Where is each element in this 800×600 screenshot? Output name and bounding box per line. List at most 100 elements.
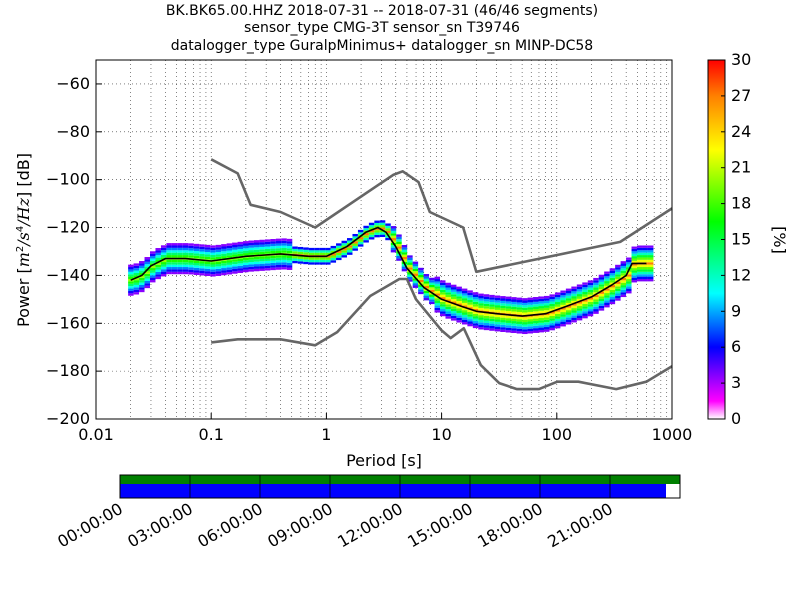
heatmap-cell <box>571 312 577 316</box>
heatmap-cell <box>429 294 435 297</box>
heatmap-cell <box>248 262 254 265</box>
heatmap-cell <box>412 266 419 269</box>
heatmap-cell <box>434 279 441 282</box>
colorbar-tick-label: 24 <box>731 122 751 141</box>
heatmap-cell <box>565 288 572 291</box>
heatmap-cell <box>440 297 446 300</box>
heatmap-cell <box>352 248 358 251</box>
heatmap-cell <box>215 244 222 248</box>
heatmap-cell <box>286 255 293 258</box>
heatmap-cell <box>483 299 490 302</box>
heatmap-cell <box>522 326 528 330</box>
heatmap-cell <box>445 289 451 293</box>
heatmap-cell <box>554 318 561 322</box>
heatmap-cell <box>341 243 347 246</box>
heatmap-cell <box>363 232 369 236</box>
heatmap-cell <box>626 279 632 282</box>
heatmap-cell <box>582 315 588 319</box>
heatmap-cell <box>160 259 167 263</box>
heatmap-cell <box>401 254 408 257</box>
heatmap-cell <box>221 268 227 271</box>
heatmap-cell <box>281 240 287 244</box>
heatmap-cell <box>642 264 648 268</box>
heatmap-cell <box>489 309 495 312</box>
heatmap-cell <box>620 289 627 293</box>
heatmap-cell <box>461 290 468 294</box>
heatmap-cell <box>133 268 140 271</box>
heatmap-cell <box>604 273 610 277</box>
heatmap-cell <box>188 255 194 258</box>
heatmap-cell <box>587 306 594 310</box>
heatmap-cell <box>204 273 211 276</box>
heatmap-cell <box>609 285 616 288</box>
heatmap-cell <box>598 281 605 285</box>
heatmap-cell <box>286 248 293 251</box>
heatmap-cell <box>379 220 386 223</box>
heatmap-cell <box>210 252 216 255</box>
heatmap-cell <box>642 259 648 263</box>
heatmap-cell <box>204 268 211 272</box>
heatmap-cell <box>412 280 419 284</box>
heatmap-cell <box>549 320 555 324</box>
heatmap-cell <box>193 243 200 247</box>
heatmap-cell <box>582 284 588 288</box>
heatmap-cell <box>390 235 397 239</box>
heatmap-cell <box>554 302 561 305</box>
heatmap-cell <box>576 298 583 302</box>
heatmap-cell <box>626 271 632 275</box>
heatmap-cell <box>620 270 627 274</box>
heatmap-cell <box>418 272 424 275</box>
timeline-tick-label: 06:00:00 <box>194 499 266 551</box>
colorbar-tick-label: 30 <box>731 50 751 69</box>
heatmap-cell <box>642 247 648 251</box>
heatmap-cell <box>210 274 216 277</box>
heatmap-cell <box>489 323 495 327</box>
heatmap-cell <box>467 314 473 317</box>
heatmap-cell <box>647 267 654 270</box>
heatmap-cell <box>494 297 501 301</box>
heatmap-cell <box>598 284 605 287</box>
heatmap-cell <box>204 256 211 260</box>
heatmap-cell <box>483 325 490 328</box>
heatmap-cell <box>500 317 506 321</box>
heatmap-cell <box>571 291 577 294</box>
heatmap-cell <box>489 321 495 324</box>
heatmap-cell <box>489 304 495 307</box>
heatmap-cell <box>385 230 391 234</box>
heatmap-cell <box>171 269 178 272</box>
heatmap-cell <box>489 294 495 298</box>
heatmap-cell <box>565 322 572 325</box>
heatmap-cell <box>144 273 151 277</box>
heatmap-cell <box>478 324 484 328</box>
heatmap-cell <box>554 294 561 298</box>
heatmap-cell <box>456 300 462 304</box>
heatmap-cell <box>461 312 468 315</box>
heatmap-cell <box>193 272 200 275</box>
heatmap-cell <box>308 252 315 256</box>
heatmap-cell <box>150 270 156 273</box>
heatmap-cell <box>330 255 337 258</box>
heatmap-cell <box>626 283 632 287</box>
heatmap-cell <box>440 292 446 295</box>
heatmap-cell <box>139 265 145 269</box>
heatmap-cell <box>538 325 544 328</box>
heatmap-cell <box>275 250 282 253</box>
heatmap-cell <box>237 260 244 264</box>
heatmap-cell <box>587 282 594 286</box>
heatmap-cell <box>604 281 610 284</box>
heatmap-cell <box>522 329 528 332</box>
heatmap-cell <box>565 293 572 296</box>
heatmap-cell <box>270 248 276 251</box>
heatmap-cell <box>593 282 599 286</box>
heatmap-cell <box>533 311 539 314</box>
heatmap-cell <box>456 291 462 294</box>
heatmap-cell <box>527 321 534 324</box>
heatmap-cell <box>390 226 397 229</box>
heatmap-cell <box>264 251 271 254</box>
heatmap-cell <box>407 279 413 282</box>
heatmap-cell <box>308 247 315 251</box>
colorbar-tick-label: 21 <box>731 158 751 177</box>
heatmap-cell <box>533 306 539 309</box>
heatmap-cell <box>604 290 610 294</box>
heatmap-cell <box>500 329 506 332</box>
